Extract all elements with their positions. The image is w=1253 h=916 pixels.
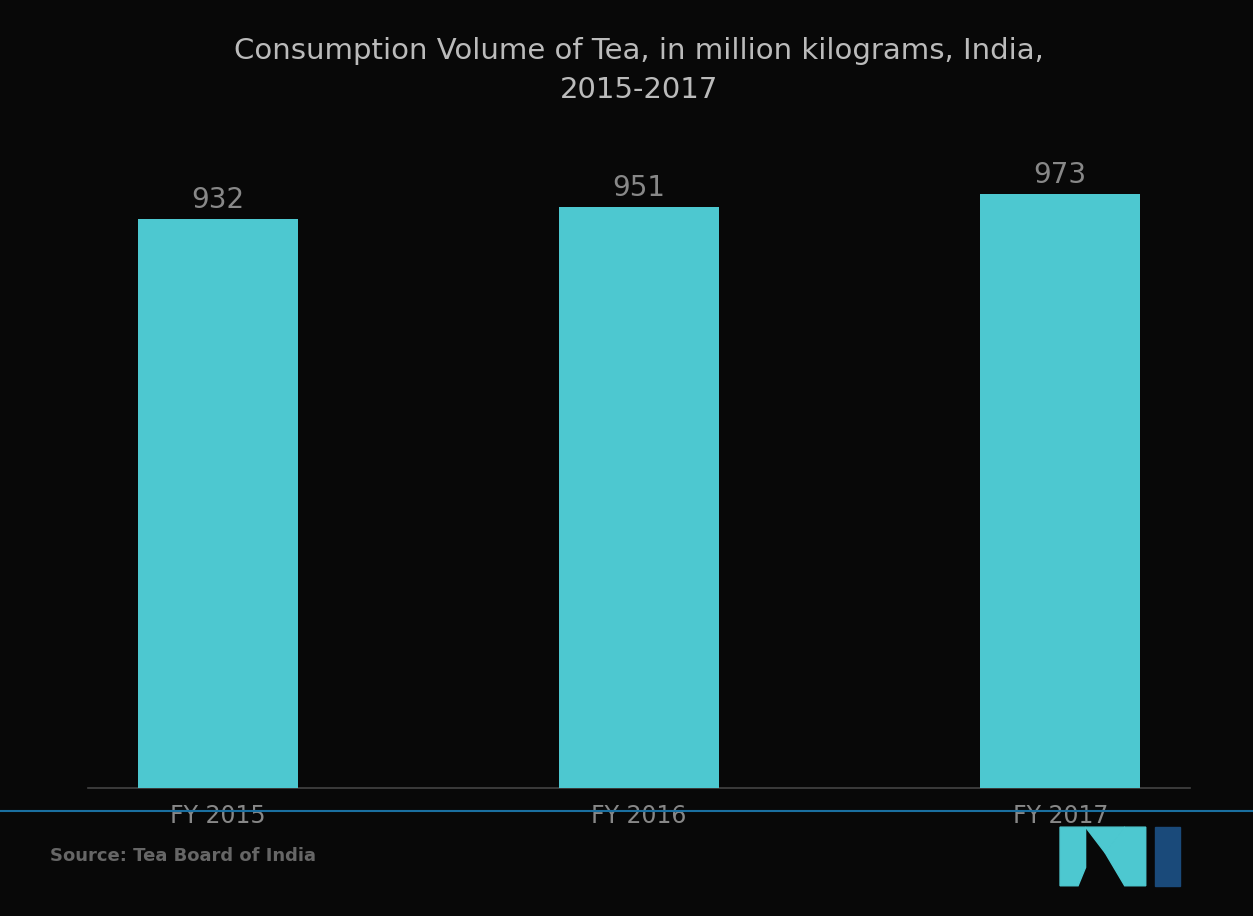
Bar	[980, 193, 1140, 788]
Polygon shape	[1155, 827, 1180, 886]
Text: 973: 973	[1034, 160, 1086, 189]
Polygon shape	[1085, 827, 1125, 853]
Text: Source: Tea Board of India: Source: Tea Board of India	[50, 847, 316, 866]
Polygon shape	[1105, 827, 1145, 886]
Bar	[138, 219, 298, 788]
Polygon shape	[1060, 827, 1085, 886]
Bar	[559, 207, 719, 788]
Title: Consumption Volume of Tea, in million kilograms, India,
2015-2017: Consumption Volume of Tea, in million ki…	[234, 37, 1044, 104]
Text: 951: 951	[613, 174, 665, 202]
Text: 932: 932	[192, 186, 244, 213]
